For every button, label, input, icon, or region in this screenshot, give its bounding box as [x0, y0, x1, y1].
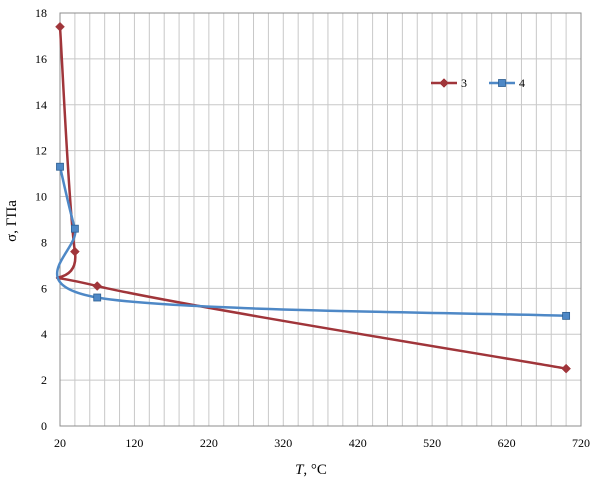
- series-3-point: [561, 363, 571, 374]
- x-axis-title-unit: , °C: [303, 462, 327, 478]
- y-tick-label: 6: [41, 281, 47, 295]
- x-tick-label: 320: [274, 436, 292, 450]
- y-axis-tick-labels: 0 2 4 6 8 10 12 14 16 18: [35, 6, 47, 433]
- x-axis-title-variable: T: [295, 462, 305, 478]
- y-tick-label: 14: [35, 98, 47, 112]
- legend-item-4-label: 4: [519, 76, 525, 90]
- series-3: [55, 21, 571, 374]
- legend-item-4: 4: [489, 76, 525, 90]
- series-4: [56, 162, 571, 320]
- legend-item-3-marker: [439, 78, 449, 88]
- plot-frame: [59, 12, 582, 427]
- series-3-point: [92, 281, 103, 291]
- y-tick-label: 0: [41, 419, 47, 433]
- y-tick-label: 18: [35, 6, 47, 20]
- y-tick-label: 16: [35, 52, 47, 66]
- plot-area-border: [59, 12, 582, 427]
- x-tick-label: 20: [54, 436, 66, 450]
- series-4-point: [93, 293, 102, 302]
- series-4-point: [562, 311, 571, 320]
- series-4-point: [56, 162, 64, 171]
- y-tick-label: 8: [41, 235, 47, 249]
- series-group: [55, 21, 571, 374]
- legend-item-3: 3: [431, 76, 467, 90]
- x-tick-label: 520: [423, 436, 441, 450]
- y-axis-title: σ, ГПа: [4, 200, 20, 242]
- x-axis-title: T, °C: [295, 462, 327, 478]
- y-tick-label: 10: [35, 190, 47, 204]
- x-tick-label: 220: [200, 436, 218, 450]
- series-3-point: [70, 246, 80, 257]
- y-tick-label: 2: [41, 373, 47, 387]
- legend-item-3-label: 3: [461, 76, 467, 90]
- y-tick-label: 4: [41, 327, 47, 341]
- legend-item-4-marker: [498, 79, 506, 87]
- y-tick-label: 12: [35, 144, 47, 158]
- series-3-line: [56, 26, 567, 370]
- series-3-point: [55, 21, 65, 32]
- x-axis-tick-labels: 20 120 220 320 420 520 620 720: [54, 436, 590, 450]
- x-tick-label: 420: [349, 436, 367, 450]
- x-tick-label: 720: [572, 436, 590, 450]
- grid-lines: [59, 12, 582, 427]
- series-4-point: [70, 224, 79, 233]
- x-tick-label: 620: [498, 436, 516, 450]
- x-tick-label: 120: [125, 436, 143, 450]
